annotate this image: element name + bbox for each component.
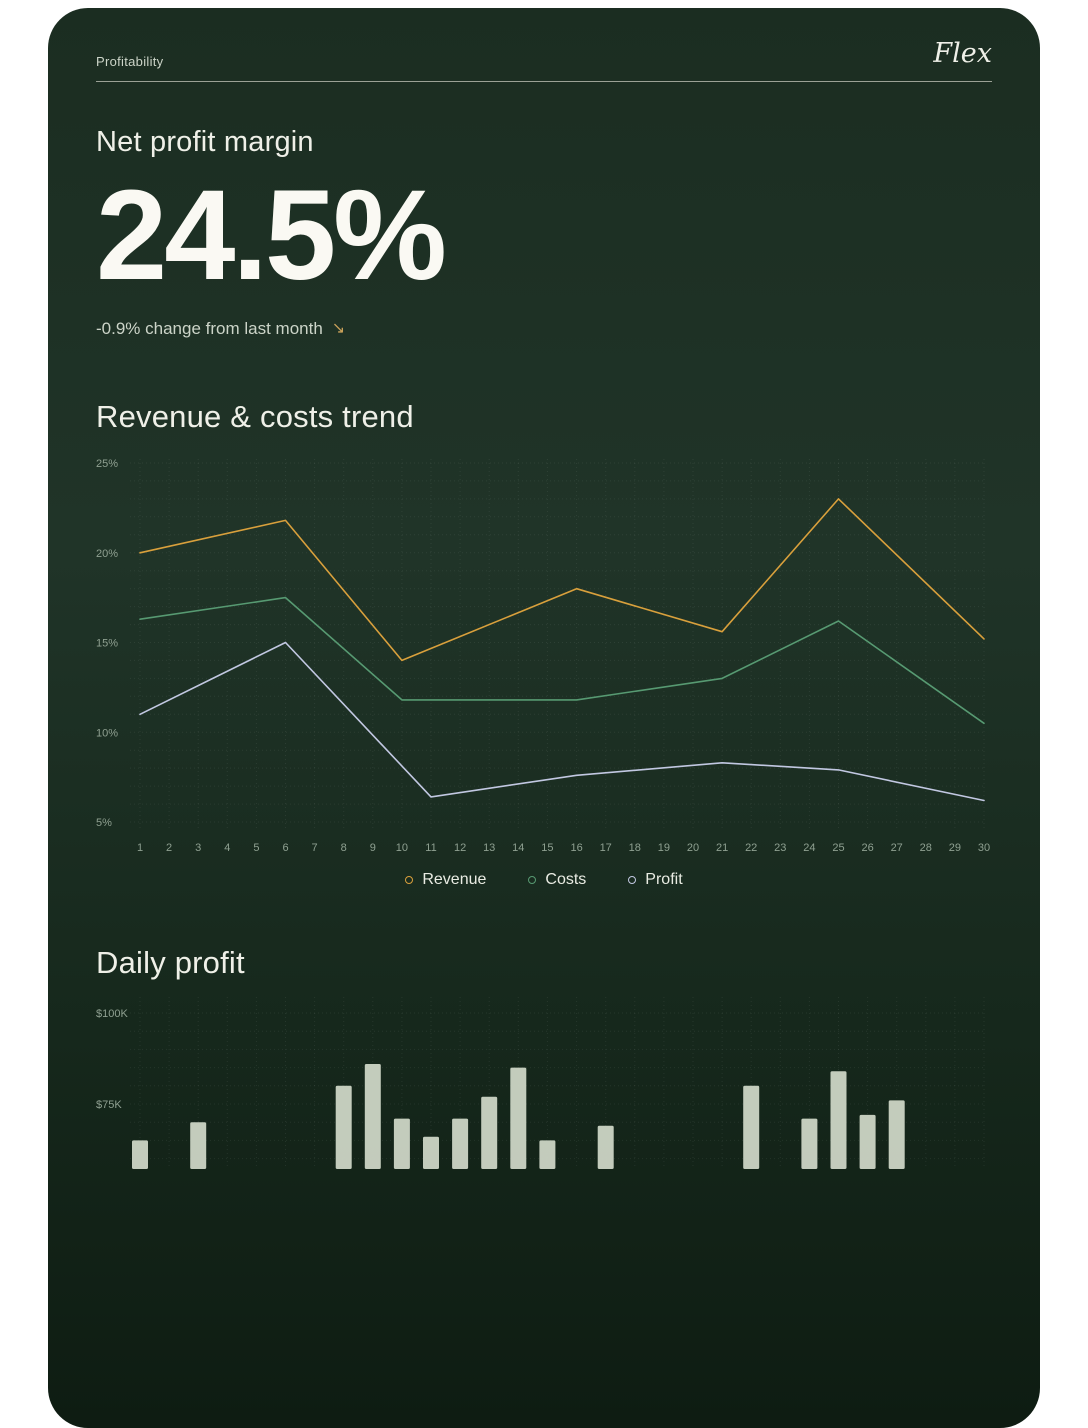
legend-label: Revenue [422,871,487,889]
svg-text:12: 12 [454,842,466,854]
legend-label: Costs [545,871,587,889]
svg-text:1: 1 [137,842,143,854]
svg-text:10%: 10% [96,728,118,740]
kpi-change: -0.9% change from last month ↘ [96,319,992,339]
kpi-title: Net profit margin [96,126,314,158]
svg-text:15: 15 [541,842,553,854]
svg-text:$100K: $100K [96,1008,128,1020]
chart-legend: Revenue Costs Profit [96,871,992,889]
svg-text:23: 23 [774,842,786,854]
svg-text:10: 10 [396,842,408,854]
kpi-change-text: -0.9% change from last month [96,319,323,339]
svg-text:5: 5 [253,842,259,854]
svg-text:7: 7 [312,842,318,854]
svg-text:20: 20 [687,842,699,854]
legend-item-profit: Profit [628,871,683,889]
svg-text:8: 8 [341,842,347,854]
report-header: Profitability Flex [96,8,992,82]
daily-profit-bar-chart: $100K $75K [96,997,985,1170]
svg-text:27: 27 [891,842,903,854]
kpi-value: 24.5% [96,164,447,307]
legend-item-revenue: Revenue [405,871,486,889]
svg-text:15%: 15% [96,638,118,650]
svg-text:11: 11 [425,842,436,854]
svg-text:26: 26 [861,842,873,854]
bars [132,1064,905,1170]
report-card: Profitability Flex Net profit margin 24.… [48,8,1040,1428]
trend-line-chart: 25%20%15%10%5%1 2 3 4 5 6 7 8 9 10 11 12 13 14 15 16 17 1… [96,458,990,854]
svg-text:$75K: $75K [96,1099,122,1111]
daily-profit-chart-title: Daily profit [96,945,245,981]
legend-item-costs: Costs [528,871,586,889]
arrow-down-right-icon: ↘ [331,320,346,338]
legend-marker-icon [528,876,537,885]
svg-text:29: 29 [949,842,961,854]
svg-text:16: 16 [570,842,582,854]
svg-text:30: 30 [978,842,990,854]
trend-section: Revenue & costs trend 25% 20% 15% 10% 5% 1 2 3 4… [96,399,992,889]
axis-labels: 25%20%15%10%5%1 2 3 4 5 6 7 8 9 10 11 12 13 14 15 16 17 1… [96,458,990,854]
svg-text:17: 17 [600,842,612,854]
svg-text:14: 14 [512,842,524,854]
svg-text:19: 19 [658,842,670,854]
grid-lines [130,997,985,1170]
svg-text:13: 13 [483,842,495,854]
svg-text:18: 18 [629,842,641,854]
svg-text:4: 4 [224,842,230,854]
trend-chart-title: Revenue & costs trend [96,399,414,435]
svg-text:24: 24 [803,842,815,854]
daily-profit-section: Daily profit $100K $75K [96,945,992,1170]
svg-text:25: 25 [832,842,844,854]
svg-text:6: 6 [282,842,288,854]
legend-marker-icon [405,876,414,885]
svg-text:21: 21 [716,842,728,854]
brand-logo: Flex [933,38,992,69]
legend-label: Profit [645,871,683,889]
svg-text:22: 22 [745,842,757,854]
svg-text:3: 3 [195,842,201,854]
axis-labels: $100K $75K [96,1008,128,1111]
svg-text:5%: 5% [96,817,112,829]
svg-text:2: 2 [166,842,172,854]
svg-text:20%: 20% [96,548,118,560]
series-lines [139,498,985,802]
legend-marker-icon [628,876,637,885]
kpi-section: Net profit margin 24.5% -0.9% change fro… [96,126,992,339]
svg-text:25%: 25% [96,458,118,470]
page-title: Profitability [96,54,164,69]
svg-text:9: 9 [370,842,376,854]
svg-text:28: 28 [920,842,932,854]
